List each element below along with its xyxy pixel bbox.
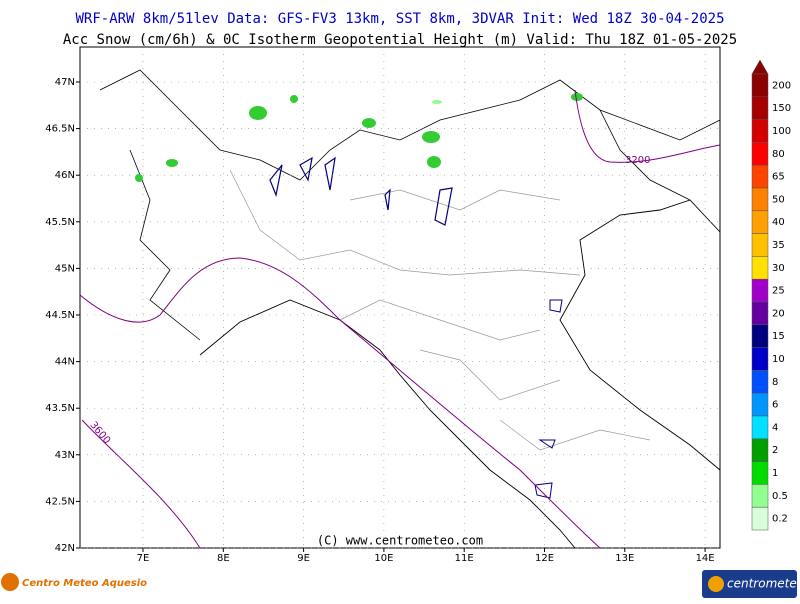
lat-label: 43N	[55, 450, 75, 461]
logo-text: Centro Meteo Aquesio	[22, 578, 147, 589]
logo-icon	[708, 576, 724, 592]
snow-patch	[249, 106, 267, 120]
isotherm	[79, 257, 601, 549]
colorbar-label: 200	[772, 80, 791, 91]
colorbar-label: 65	[772, 172, 785, 183]
colorbar-label: 25	[772, 286, 785, 297]
colorbar-label: 35	[772, 240, 785, 251]
lat-label: 47N	[55, 77, 75, 88]
colorbar-label: 100	[772, 126, 791, 137]
lat-label: 43.5N	[45, 403, 75, 414]
colorbar-label: 2	[772, 445, 778, 456]
lat-label: 44.5N	[45, 310, 75, 321]
lon-label: 14E	[696, 553, 715, 564]
colorbar-label: 30	[772, 263, 785, 274]
coastline	[199, 299, 576, 549]
colorbar-arrow	[751, 59, 769, 75]
border	[129, 149, 201, 341]
lon-label: 9E	[297, 553, 310, 564]
snow-patch	[571, 93, 583, 101]
colorbar-label: 15	[772, 331, 785, 342]
logo-text: centrometeo	[727, 577, 800, 591]
colorbar-label: 8	[772, 377, 778, 388]
colorbar-label: 4	[772, 422, 778, 433]
colorbar-box	[751, 187, 769, 212]
colorbar-box	[751, 370, 769, 394]
colorbar-box	[751, 324, 769, 348]
colorbar-box	[751, 301, 769, 326]
snow-patches	[135, 93, 583, 182]
lat-label: 42N	[55, 543, 75, 554]
border	[599, 109, 691, 201]
snow-patch	[432, 100, 442, 104]
colorbar-box	[751, 164, 769, 189]
colorbar-label: 0.2	[772, 514, 788, 525]
map-frame	[79, 46, 721, 549]
colorbar-box	[751, 415, 769, 440]
snow-patch	[135, 174, 143, 182]
colorbar-box	[751, 278, 769, 303]
colorbar-label: 6	[772, 400, 778, 411]
lat-label: 45.5N	[45, 217, 75, 228]
colorbar-box	[751, 347, 769, 371]
border	[99, 69, 721, 181]
lat-label: 46.5N	[45, 124, 75, 135]
colorbar-label: 10	[772, 354, 785, 365]
colorbar-box	[751, 210, 769, 234]
region-border	[229, 169, 581, 276]
subtitle: Acc Snow (cm/6h) & 0C Isotherm Geopotent…	[63, 32, 737, 48]
lon-label: 13E	[615, 553, 634, 564]
lon-label: 10E	[374, 553, 393, 564]
lon-label: 7E	[137, 553, 150, 564]
logo-box	[702, 570, 797, 598]
snow-patch	[427, 156, 441, 168]
colorbar-box	[751, 256, 769, 280]
contour-label: 3200	[625, 155, 650, 166]
colorbar-label: 80	[772, 149, 785, 160]
colorbar-box	[751, 142, 769, 166]
colorbar-box	[751, 119, 769, 143]
colorbar-box	[751, 96, 769, 120]
lake	[269, 156, 453, 226]
logo-icon	[1, 573, 19, 591]
snow-patch	[166, 159, 178, 167]
isotherm	[574, 89, 721, 163]
title: WRF-ARW 8km/51lev Data: GFS-FV3 13km, SS…	[75, 11, 724, 27]
colorbar-box	[751, 392, 769, 417]
colorbar-label: 40	[772, 217, 785, 228]
snow-patch	[422, 131, 440, 143]
colorbar-label: 0.5	[772, 491, 788, 502]
lon-label: 12E	[535, 553, 554, 564]
isotherm	[81, 419, 201, 549]
lon-label: 11E	[455, 553, 474, 564]
colorbar-label: 1	[772, 468, 778, 479]
colorbar-box	[751, 233, 769, 257]
lat-label: 42.5N	[45, 496, 75, 507]
region-border	[339, 189, 651, 451]
colorbar-label: 50	[772, 194, 785, 205]
colorbar-box	[751, 438, 769, 462]
lat-label: 46N	[55, 170, 75, 181]
lat-label: 45N	[55, 263, 75, 274]
snow-patch	[362, 118, 376, 128]
colorbar-box	[751, 506, 769, 531]
colorbar-box	[751, 461, 769, 485]
colorbar-label: 20	[772, 308, 785, 319]
coastline	[559, 199, 721, 471]
colorbar-label: 150	[772, 103, 791, 114]
map: 3200 3600 (C) www.centrometeo.com	[79, 46, 721, 549]
lat-label: 44N	[55, 357, 75, 368]
lon-label: 8E	[217, 553, 230, 564]
copyright: (C) www.centrometeo.com	[317, 534, 483, 548]
lake	[534, 299, 563, 499]
colorbar-box	[751, 73, 769, 98]
colorbar-box	[751, 484, 769, 508]
snow-patch	[290, 95, 298, 103]
